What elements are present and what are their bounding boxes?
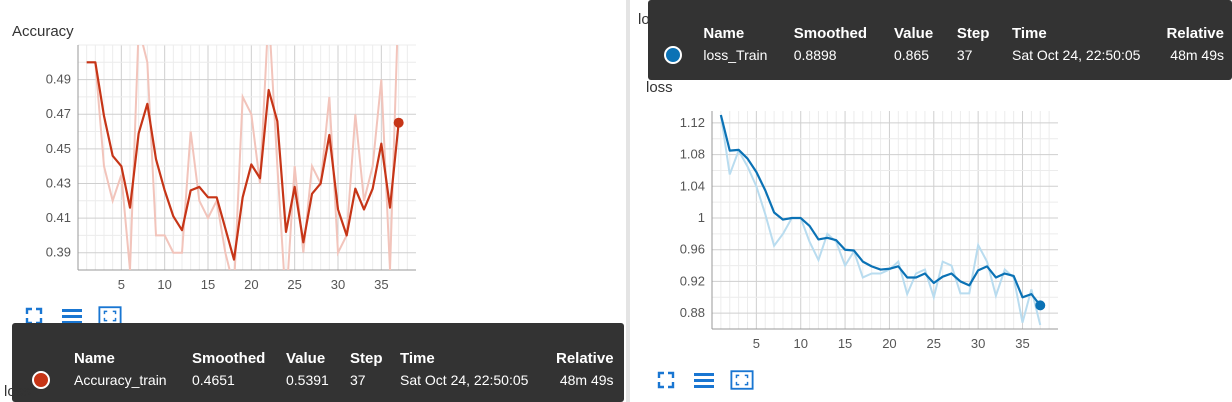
x-tick-label: 25	[927, 336, 941, 351]
y-tick-label: 0.92	[680, 273, 705, 288]
accuracy-chart[interactable]: 5 10 15 20 25 30 35 0.39 0.41 0.43 0.45 0.47 0.49	[0, 0, 420, 310]
list-icon[interactable]	[692, 370, 716, 390]
y-tick-label: 0.39	[46, 245, 71, 260]
header-step: Step	[350, 349, 383, 367]
fullscreen-icon[interactable]	[22, 306, 46, 326]
y-tick-label: 1	[698, 210, 705, 225]
header-relative: Relative	[556, 349, 614, 367]
header-name: Name	[703, 24, 745, 42]
loss-chart[interactable]: 5 10 15 20 25 30 35 0.88 0.92 0.96 1 1.04 1.08 1.12	[630, 0, 1070, 362]
grid	[712, 111, 1058, 330]
y-tick-label: 1.08	[680, 147, 705, 162]
list-icon[interactable]	[60, 306, 84, 326]
hover-point	[1035, 300, 1046, 311]
header-step: Step	[956, 24, 990, 42]
hover-point	[393, 117, 404, 128]
smoothed-series-line	[86, 61, 400, 261]
x-tick-label: 10	[793, 336, 807, 351]
series-group	[719, 114, 1042, 326]
header-name: Name	[74, 349, 115, 367]
series-color-dot	[664, 46, 682, 65]
y-tick-label: 0.96	[680, 242, 705, 257]
loss-card: loss loss 51015202530350.880.920.9611.04…	[630, 0, 1232, 402]
x-tick-label: 20	[244, 277, 258, 292]
raw-series-line	[719, 114, 1042, 326]
tooltip-relative: 48m 49s	[1170, 47, 1224, 63]
x-tick-label: 35	[374, 277, 388, 292]
x-tick-label: 5	[118, 277, 125, 292]
tooltip-relative: 48m 49s	[559, 372, 614, 388]
x-tick-label: 30	[971, 336, 985, 351]
header-smoothed: Smoothed	[793, 24, 868, 42]
tooltip-run-name: loss_Train	[703, 47, 768, 63]
tooltip-step: 37	[956, 47, 973, 63]
x-tick-label: 35	[1015, 336, 1029, 351]
header-value: Value	[893, 24, 934, 42]
series-group	[86, 45, 400, 270]
tooltip-value: 0.5391	[286, 372, 329, 388]
tooltip-smoothed: 0.4651	[192, 372, 235, 388]
y-tick-label: 1.04	[680, 178, 705, 193]
fit-domain-icon[interactable]	[730, 370, 754, 390]
accuracy-tooltip: Name Smoothed Value Step Time Relative A…	[12, 323, 624, 402]
header-smoothed: Smoothed	[192, 349, 266, 367]
tooltip-run-name: Accuracy_train	[74, 372, 167, 388]
chart-title: Accuracy	[12, 23, 74, 40]
x-tick-label: 30	[331, 277, 345, 292]
fullscreen-icon[interactable]	[654, 370, 678, 390]
y-tick-label: 0.45	[46, 141, 71, 156]
x-tick-label: 15	[201, 277, 215, 292]
tooltip-value: 0.865	[893, 47, 930, 63]
grid	[78, 44, 416, 271]
x-tick-label: 25	[287, 277, 301, 292]
series-color-dot	[32, 371, 50, 390]
tooltip-time: Sat Oct 24, 22:50:05	[400, 372, 529, 388]
loss-tooltip: Name Smoothed Value Step Time Relative l…	[648, 0, 1232, 80]
tooltip-step: 37	[350, 372, 366, 388]
x-tick-label: 10	[157, 277, 171, 292]
y-tick-label: 0.88	[680, 305, 705, 320]
tooltip-time: Sat Oct 24, 22:50:05	[1011, 47, 1141, 63]
header-value: Value	[286, 349, 326, 367]
panel-divider	[626, 0, 630, 402]
smoothed-series-line	[719, 114, 1042, 307]
y-tick-label: 1.12	[680, 115, 705, 130]
next-card-title: loss	[4, 383, 31, 400]
header-time: Time	[400, 349, 435, 367]
y-tick-label: 0.49	[46, 72, 71, 87]
accuracy-card: Accuracy 5 10 15 20 25 30 35 0.39 0.41 0.43 0.45 0.…	[0, 0, 624, 402]
x-tick-label: 5	[753, 336, 760, 351]
tooltip-smoothed: 0.8898	[793, 47, 837, 63]
chart-title: loss	[646, 79, 673, 96]
x-tick-label: 15	[838, 336, 852, 351]
y-tick-label: 0.47	[46, 106, 71, 121]
y-tick-label: 0.43	[46, 175, 71, 190]
y-tick-label: 0.41	[46, 210, 71, 225]
header-relative: Relative	[1166, 24, 1224, 42]
x-tick-label: 20	[882, 336, 896, 351]
chart-toolbar	[654, 370, 754, 390]
header-time: Time	[1011, 24, 1047, 42]
